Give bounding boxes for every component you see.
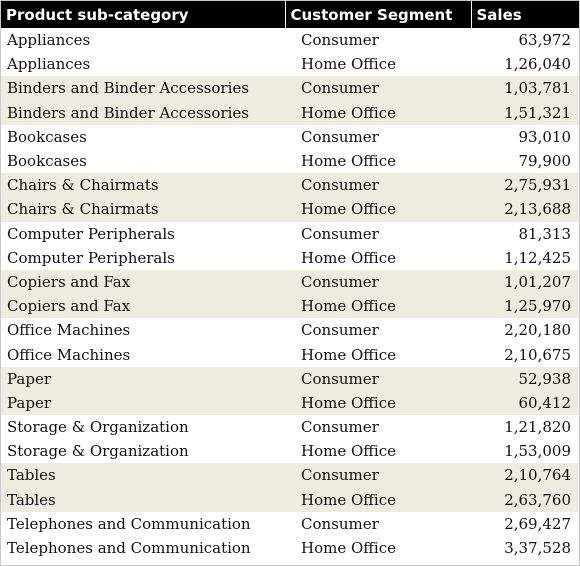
sales-cell: 1,53,009 — [504, 442, 571, 461]
segment-cell: Consumer — [301, 321, 379, 340]
table-row: Copiers and Fax Consumer 1,01,207 — [1, 269, 579, 295]
segment-cell: Home Office — [285, 100, 471, 125]
segment-cell: Consumer — [285, 173, 471, 198]
table-row: Computer Peripherals Consumer 81,313 — [1, 222, 579, 246]
subcategory-cell: Binders and Binder Accessories — [1, 76, 285, 101]
table-row: Bookcases Home Office 79,900 — [1, 149, 579, 173]
table-row: Binders and Binder Accessories Home Offic… — [1, 100, 579, 125]
subcategory-cell: Bookcases — [7, 152, 87, 171]
table-row: Paper Consumer 52,938 — [1, 366, 579, 391]
table-row: Office Machines Home Office 2,10,675 — [1, 342, 579, 366]
table-row: Binders and Binder Accessories Consumer 1,… — [1, 76, 579, 101]
segment-cell: Consumer — [285, 463, 471, 488]
table-row: Tables Home Office 2,63,760 — [1, 487, 579, 512]
segment-cell: Home Office — [301, 248, 397, 267]
sales-cell: 2,63,760 — [471, 487, 579, 512]
segment-cell: Consumer — [301, 224, 379, 243]
subcategory-cell: Office Machines — [7, 321, 131, 340]
table-row: Appliances Consumer 63,972 — [1, 28, 579, 52]
subcategory-cell: Appliances — [7, 31, 91, 50]
sales-cell: 2,20,180 — [504, 321, 571, 340]
subcategory-cell: Storage & Organization — [7, 442, 189, 461]
subcategory-cell: Computer Peripherals — [7, 224, 175, 243]
subcategory-cell: Tables — [1, 487, 285, 512]
sales-cell: 93,010 — [518, 127, 572, 146]
segment-cell: Home Office — [301, 345, 397, 364]
subcategory-cell: Tables — [1, 463, 285, 488]
sales-cell: 2,10,764 — [471, 463, 579, 488]
table-row: Paper Home Office 60,412 — [1, 390, 579, 415]
sales-cell: 2,10,675 — [504, 345, 571, 364]
table-row: Storage & Organization Home Office 1,53,00… — [1, 439, 579, 463]
segment-cell: Consumer — [301, 514, 379, 533]
subcategory-cell: Office Machines — [7, 345, 131, 364]
table-row: Chairs & Chairmats Home Office 2,13,688 — [1, 197, 579, 222]
segment-cell: Home Office — [285, 294, 471, 319]
sales-cell: 1,12,425 — [504, 248, 571, 267]
table-row: Tables Consumer 2,10,764 — [1, 463, 579, 488]
segment-cell: Home Office — [301, 55, 397, 74]
segment-cell: Consumer — [301, 31, 379, 50]
sales-cell: 2,13,688 — [471, 197, 579, 222]
sales-cell: 1,01,207 — [471, 269, 579, 295]
segment-cell: Consumer — [301, 127, 379, 146]
sales-cell: 60,412 — [471, 390, 579, 415]
segment-cell: Consumer — [301, 418, 379, 437]
sales-cell: 63,972 — [518, 31, 572, 50]
table-row: Telephones and Communication Consumer 2,69… — [1, 512, 579, 536]
segment-cell: Home Office — [301, 539, 397, 558]
subcategory-cell: Storage & Organization — [7, 418, 189, 437]
table-row: Copiers and Fax Home Office 1,25,970 — [1, 294, 579, 319]
sales-cell: 3,37,528 — [504, 539, 571, 558]
segment-cell: Home Office — [301, 442, 397, 461]
table-row: Office Machines Consumer 2,20,180 — [1, 318, 579, 342]
segment-cell: Home Office — [285, 197, 471, 222]
sales-cell: 1,26,040 — [504, 55, 571, 74]
header-customer-segment: Customer Segment — [285, 1, 472, 28]
subcategory-cell: Paper — [1, 390, 285, 415]
subcategory-cell: Copiers and Fax — [1, 294, 285, 319]
table-header: Product sub-category Customer Segment Sa… — [1, 1, 579, 28]
subcategory-cell: Computer Peripherals — [7, 248, 175, 267]
header-sales: Sales — [471, 1, 579, 28]
segment-cell: Home Office — [301, 152, 397, 171]
segment-cell: Consumer — [285, 269, 471, 295]
table-row: Appliances Home Office 1,26,040 — [1, 52, 579, 76]
sales-cell: 52,938 — [471, 366, 579, 391]
table-row: Computer Peripherals Home Office 1,12,425 — [1, 246, 579, 270]
sales-cell: 81,313 — [518, 224, 572, 243]
sales-cell: 79,900 — [518, 152, 572, 171]
segment-cell: Consumer — [285, 76, 471, 101]
header-row: Product sub-category Customer Segment Sa… — [1, 1, 579, 28]
table-row: Chairs & Chairmats Consumer 2,75,931 — [1, 173, 579, 198]
header-product-subcategory: Product sub-category — [1, 1, 286, 28]
subcategory-cell: Bookcases — [7, 127, 87, 146]
table-body: Appliances Consumer 63,972 Appliances Home O… — [1, 28, 579, 560]
subcategory-cell: Chairs & Chairmats — [1, 173, 285, 198]
sales-cell: 1,51,321 — [471, 100, 579, 125]
subcategory-cell: Telephones and Communication — [7, 539, 251, 558]
table-row: Storage & Organization Consumer 1,21,820 — [1, 415, 579, 439]
subcategory-cell: Telephones and Communication — [7, 514, 251, 533]
subcategory-cell: Paper — [1, 366, 285, 391]
segment-cell: Home Office — [285, 390, 471, 415]
table-row: Bookcases Consumer 93,010 — [1, 125, 579, 149]
sales-cell: 2,75,931 — [471, 173, 579, 198]
subcategory-cell: Copiers and Fax — [1, 269, 285, 295]
sales-cell: 2,69,427 — [504, 514, 571, 533]
subcategory-cell: Chairs & Chairmats — [1, 197, 285, 222]
sales-cell: 1,03,781 — [471, 76, 579, 101]
subcategory-cell: Appliances — [7, 55, 91, 74]
segment-cell: Home Office — [285, 487, 471, 512]
sales-cell: 1,21,820 — [504, 418, 571, 437]
subcategory-cell: Binders and Binder Accessories — [1, 100, 285, 125]
segment-cell: Consumer — [285, 366, 471, 391]
sales-cell: 1,25,970 — [471, 294, 579, 319]
table-row: Telephones and Communication Home Office 3… — [1, 536, 579, 560]
